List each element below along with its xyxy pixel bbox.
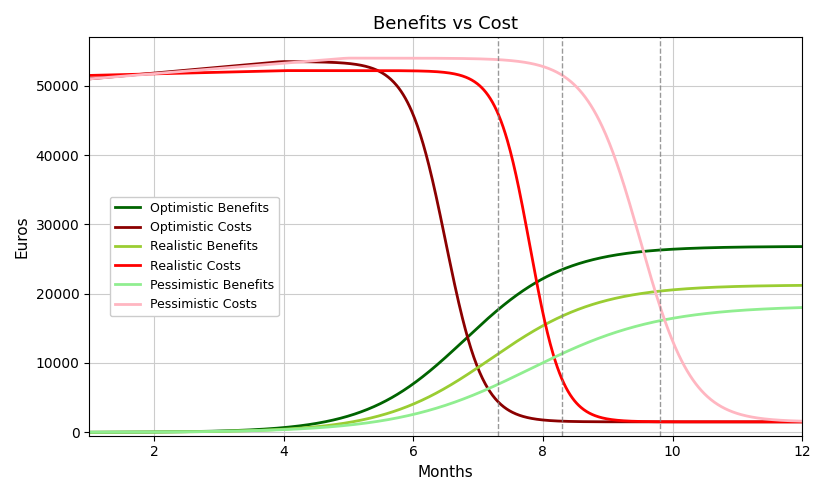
Pessimistic Benefits (157, 429, 167, 435)
Realistic Costs (641, 419, 651, 425)
Realistic Costs (653, 419, 663, 425)
Realistic Costs (373, 68, 383, 74)
Pessimistic Benefits (653, 318, 663, 324)
Pessimistic Benefits (84, 429, 94, 435)
Realistic Costs (279, 68, 289, 74)
Optimistic Costs (157, 69, 167, 75)
Optimistic Costs (373, 68, 383, 74)
Line: Optimistic Costs: Optimistic Costs (89, 61, 802, 422)
Optimistic Costs (641, 419, 651, 425)
Optimistic Costs (575, 419, 585, 425)
Realistic Costs (575, 403, 585, 409)
Pessimistic Benefits (640, 321, 650, 327)
Pessimistic Costs (653, 299, 663, 305)
Realistic Costs (84, 72, 94, 78)
Pessimistic Costs (399, 55, 409, 61)
Realistic Benefits (398, 405, 408, 411)
Line: Realistic Costs: Realistic Costs (89, 71, 802, 422)
Line: Pessimistic Benefits: Pessimistic Benefits (89, 307, 802, 432)
Realistic Benefits (797, 283, 807, 289)
Legend: Optimistic Benefits, Optimistic Costs, Realistic Benefits, Realistic Costs, Pess: Optimistic Benefits, Optimistic Costs, R… (110, 197, 279, 316)
Title: Benefits vs Cost: Benefits vs Cost (373, 15, 518, 33)
Y-axis label: Euros: Euros (15, 215, 30, 258)
Realistic Benefits (653, 289, 663, 295)
Realistic Costs (399, 68, 409, 74)
Line: Optimistic Benefits: Optimistic Benefits (89, 247, 802, 432)
X-axis label: Months: Months (418, 465, 473, 480)
Optimistic Costs (84, 76, 94, 82)
Pessimistic Benefits (797, 304, 807, 310)
Pessimistic Costs (157, 70, 167, 76)
Pessimistic Costs (344, 55, 354, 61)
Optimistic Benefits (574, 261, 584, 267)
Realistic Benefits (84, 429, 94, 435)
Pessimistic Benefits (398, 414, 408, 420)
Pessimistic Costs (373, 55, 383, 61)
Realistic Costs (797, 419, 807, 425)
Realistic Benefits (157, 429, 167, 435)
Optimistic Benefits (640, 248, 650, 254)
Optimistic Benefits (653, 247, 663, 253)
Realistic Costs (157, 71, 167, 77)
Realistic Benefits (574, 306, 584, 312)
Optimistic Costs (399, 93, 409, 99)
Optimistic Benefits (398, 388, 408, 394)
Optimistic Benefits (373, 402, 382, 408)
Pessimistic Costs (575, 87, 585, 93)
Optimistic Benefits (84, 429, 94, 435)
Pessimistic Benefits (373, 418, 382, 424)
Optimistic Benefits (157, 429, 167, 435)
Optimistic Costs (653, 419, 663, 425)
Line: Pessimistic Costs: Pessimistic Costs (89, 58, 802, 421)
Optimistic Benefits (797, 244, 807, 249)
Realistic Benefits (640, 290, 650, 296)
Pessimistic Costs (797, 418, 807, 424)
Pessimistic Costs (641, 257, 651, 263)
Line: Realistic Benefits: Realistic Benefits (89, 286, 802, 432)
Pessimistic Costs (84, 76, 94, 82)
Optimistic Costs (279, 58, 289, 64)
Optimistic Costs (797, 419, 807, 425)
Realistic Benefits (373, 413, 382, 419)
Pessimistic Benefits (574, 343, 584, 349)
